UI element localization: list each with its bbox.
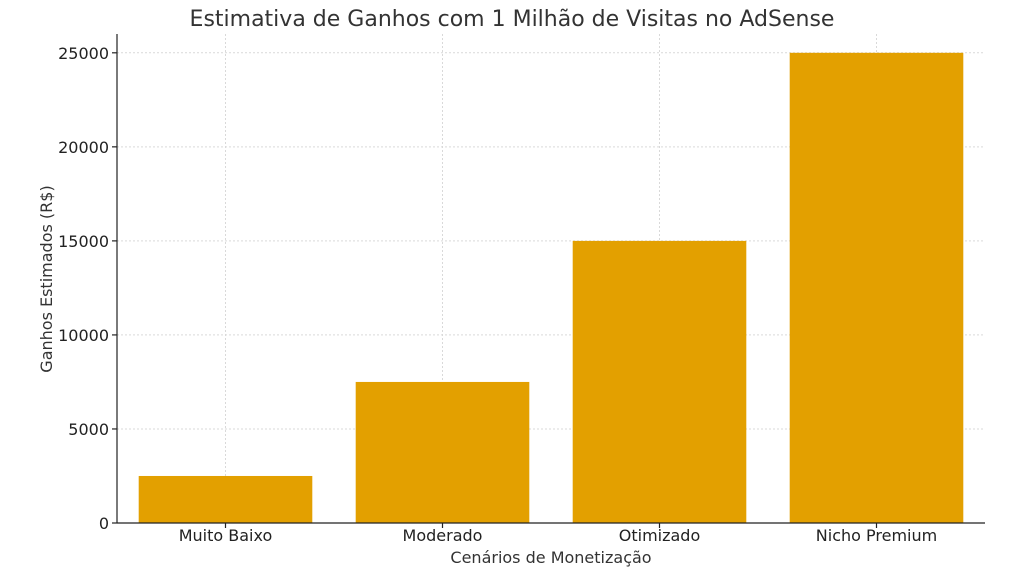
y-tick-label: 0 <box>99 514 109 533</box>
y-tick-label: 25000 <box>58 44 109 63</box>
x-axis-title: Cenários de Monetização <box>450 548 651 567</box>
x-tick-label: Moderado <box>403 526 483 545</box>
tick-layer: 0 5000 10000 15000 20000 25000 Muito Baixo Mode… <box>58 44 937 545</box>
y-axis-title: Ganhos Estimados (R$) <box>37 185 56 372</box>
x-tick-label: Muito Baixo <box>179 526 273 545</box>
axis-layer <box>116 34 985 524</box>
y-tick-label: 5000 <box>68 420 109 439</box>
bar-layer <box>138 52 964 524</box>
x-tick-label: Otimizado <box>619 526 701 545</box>
y-tick-label: 15000 <box>58 232 109 251</box>
bar-moderado <box>355 381 530 523</box>
bar-nicho-premium <box>789 52 964 524</box>
bar-muito-baixo <box>138 475 313 523</box>
chart-title: Estimativa de Ganhos com 1 Milhão de Vis… <box>190 7 835 32</box>
x-tick-label: Nicho Premium <box>816 526 937 545</box>
bar-otimizado <box>572 240 747 523</box>
y-tick-label: 20000 <box>58 138 109 157</box>
y-tick-label: 10000 <box>58 326 109 345</box>
